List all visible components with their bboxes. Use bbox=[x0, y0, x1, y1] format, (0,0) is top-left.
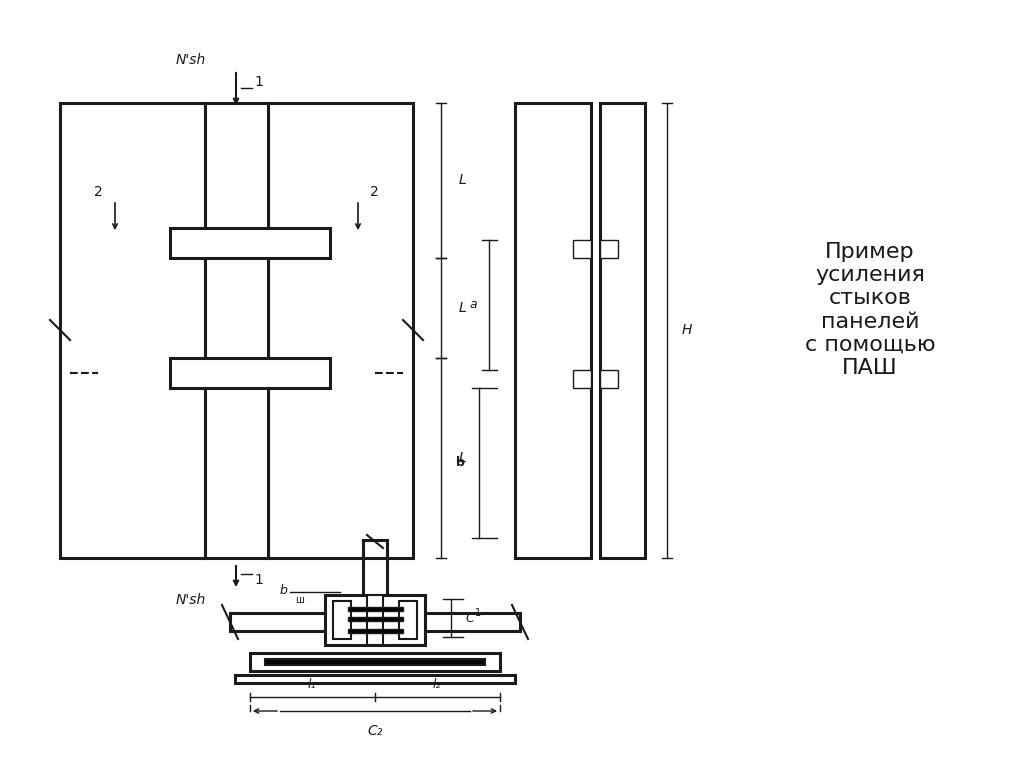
Bar bbox=[367, 595, 383, 645]
Bar bbox=[268, 103, 413, 558]
Bar bbox=[600, 370, 618, 388]
Text: 1: 1 bbox=[475, 608, 481, 618]
Text: b: b bbox=[280, 584, 287, 597]
Bar bbox=[600, 103, 645, 558]
Text: 2: 2 bbox=[94, 185, 103, 199]
Bar bbox=[348, 629, 403, 633]
Text: N'sh: N'sh bbox=[176, 593, 206, 607]
Text: b: b bbox=[456, 456, 465, 469]
Bar bbox=[170, 358, 330, 388]
Text: 1: 1 bbox=[254, 573, 263, 587]
Bar bbox=[399, 601, 417, 639]
Text: ш: ш bbox=[295, 595, 304, 605]
Text: H: H bbox=[682, 323, 692, 337]
Bar bbox=[234, 675, 515, 683]
Text: l₂: l₂ bbox=[433, 679, 441, 692]
Bar bbox=[348, 617, 403, 621]
Bar bbox=[333, 601, 351, 639]
Bar bbox=[348, 607, 403, 611]
Bar bbox=[515, 103, 591, 558]
Bar bbox=[60, 103, 205, 558]
Text: 2: 2 bbox=[370, 185, 379, 199]
Bar bbox=[250, 653, 500, 671]
Text: L: L bbox=[459, 451, 467, 465]
Bar bbox=[170, 228, 330, 258]
Text: 1: 1 bbox=[254, 75, 263, 89]
Text: L: L bbox=[459, 173, 467, 187]
Bar bbox=[205, 103, 268, 558]
Text: l₁: l₁ bbox=[308, 679, 316, 692]
Text: L: L bbox=[459, 301, 467, 315]
Text: N'sh: N'sh bbox=[176, 53, 206, 67]
Bar bbox=[573, 240, 591, 258]
Bar bbox=[600, 240, 618, 258]
Bar bbox=[265, 659, 485, 665]
Text: C₂: C₂ bbox=[368, 724, 383, 738]
Bar bbox=[573, 370, 591, 388]
Text: C: C bbox=[465, 611, 474, 624]
Text: Пример
усиления
стыков
панелей
с помощью
ПАШ: Пример усиления стыков панелей с помощью… bbox=[805, 242, 935, 378]
Bar bbox=[325, 595, 425, 645]
Text: a: a bbox=[469, 298, 477, 311]
